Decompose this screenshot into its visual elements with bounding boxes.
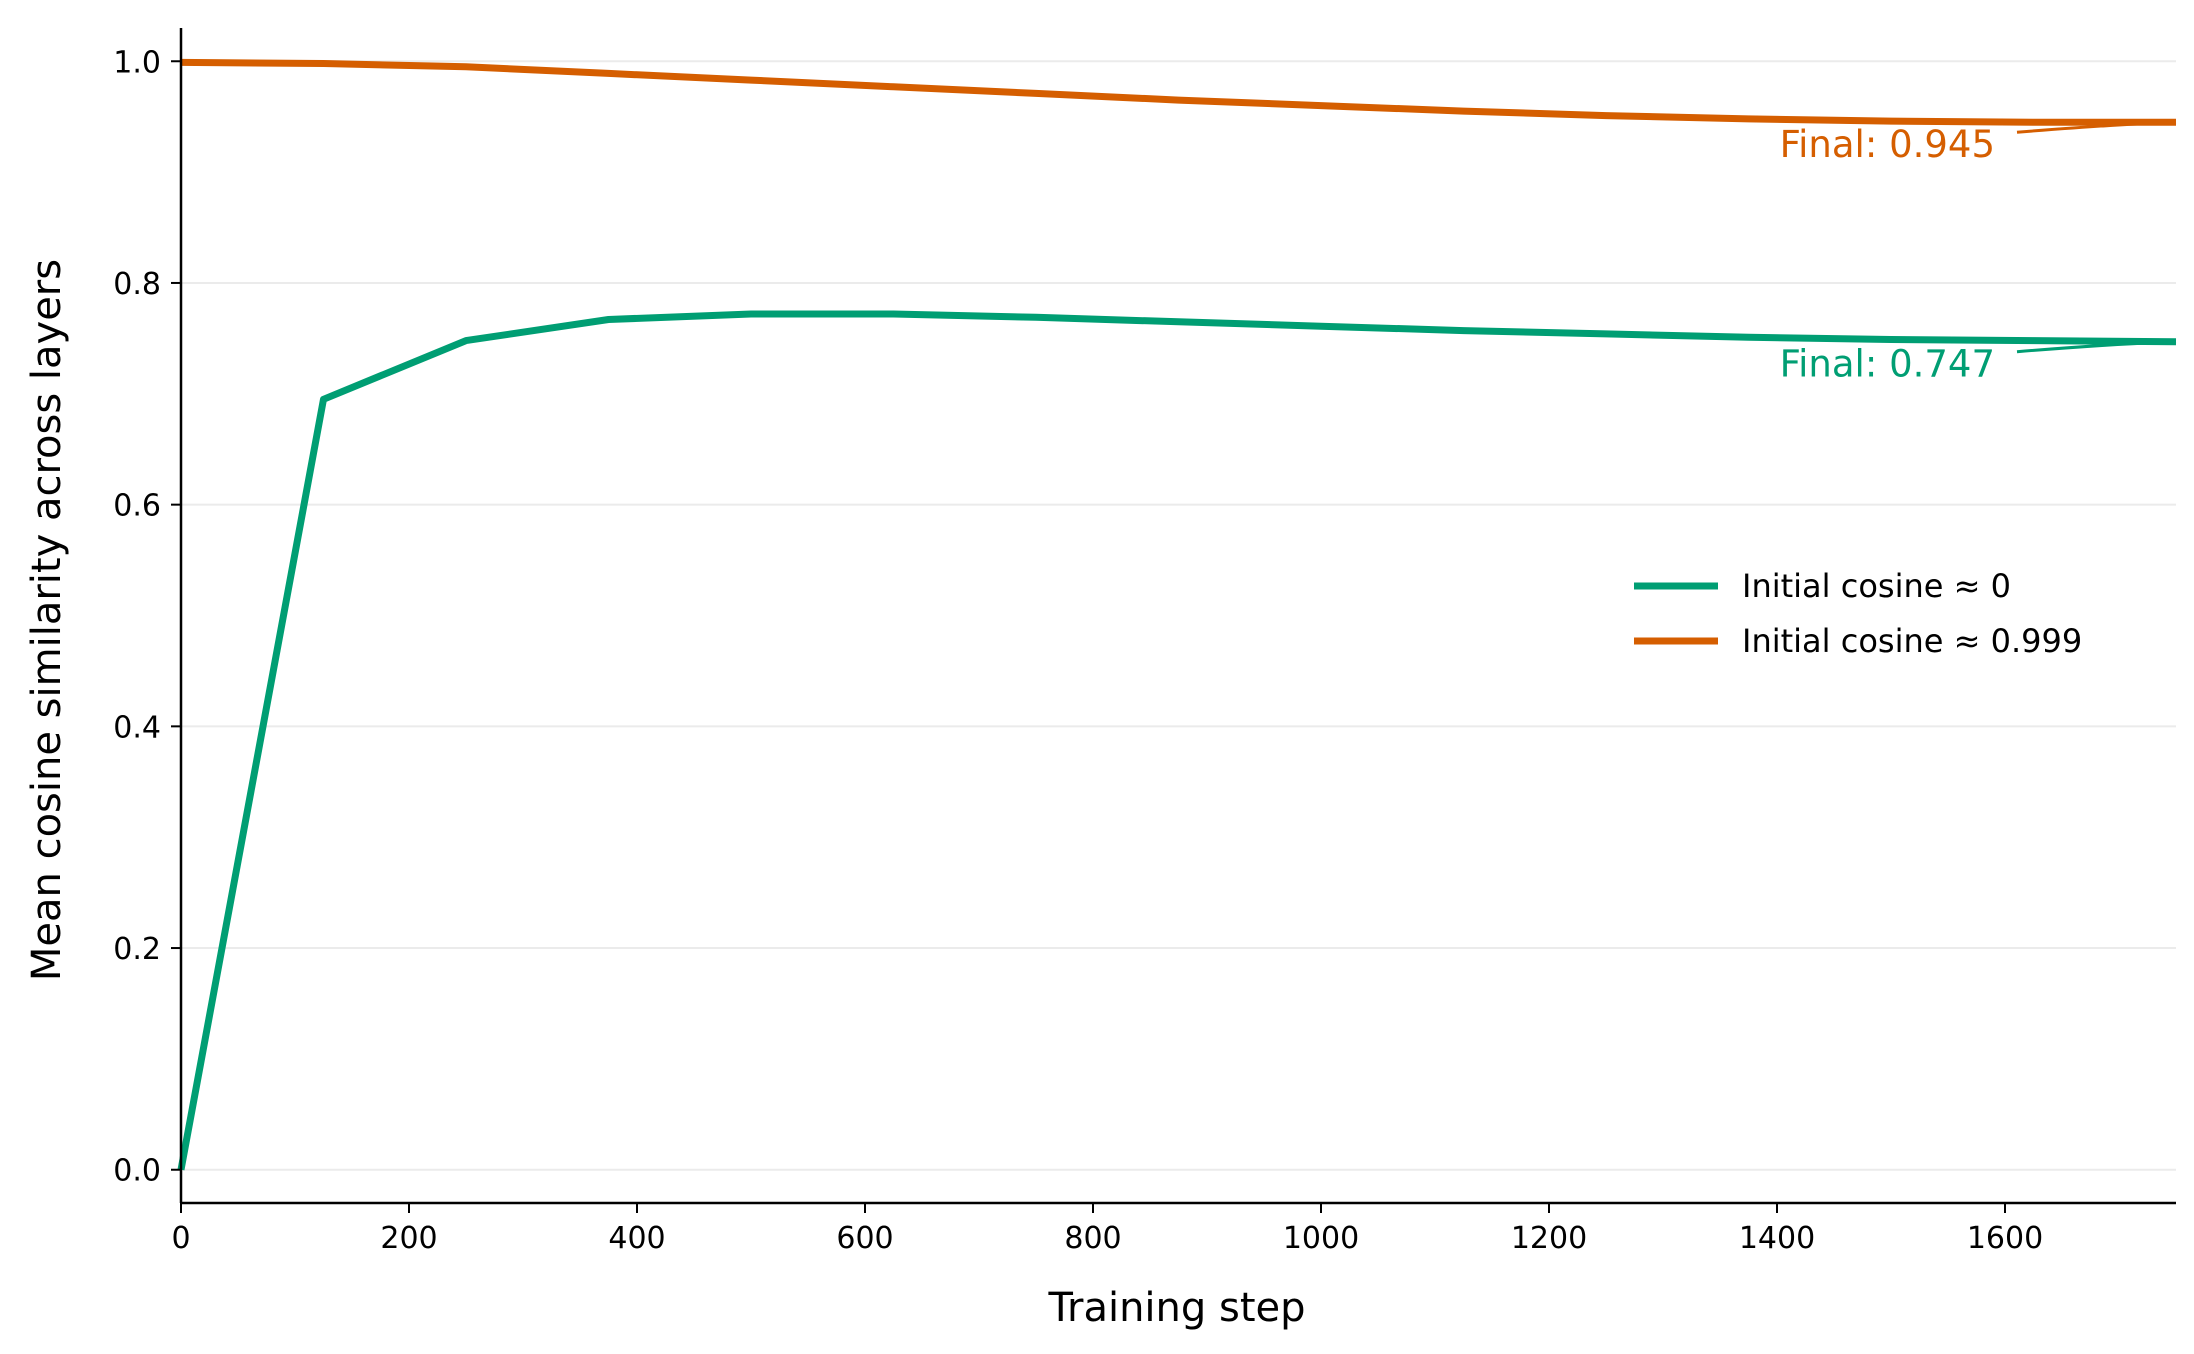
legend: Initial cosine ≈ 0 Initial cosine ≈ 0.999	[1634, 567, 2082, 660]
x-tick-label: 1000	[1283, 1221, 1359, 1256]
x-tick-label: 1200	[1511, 1221, 1587, 1256]
annotations: Final: 0.945 Final: 0.747	[1780, 120, 2177, 386]
series-lines	[177, 58, 2177, 1171]
series-line-1	[177, 310, 2177, 1171]
y-tick-label: 0.4	[113, 710, 161, 745]
x-tick-label: 600	[836, 1221, 893, 1256]
y-tick-label: 0.6	[113, 489, 161, 524]
axes: 0.0 0.2 0.4 0.6 0.8 1.0 0 200 400 600 800 1000 1200 1…	[113, 28, 2176, 1256]
x-tick-label: 0	[171, 1221, 190, 1256]
y-axis-label: Mean cosine similarity across layers	[24, 259, 70, 981]
x-tick-label: 1600	[1967, 1221, 2043, 1256]
annotation-label: Final: 0.945	[1780, 123, 1995, 166]
x-tick-label: 400	[608, 1221, 665, 1256]
y-tick-label: 0.2	[113, 932, 161, 967]
annotation-label: Final: 0.747	[1780, 343, 1995, 386]
annotation-leader-line	[2016, 340, 2177, 354]
y-tick-label: 0.8	[113, 267, 161, 302]
legend-label-2: Initial cosine ≈ 0.999	[1742, 622, 2082, 660]
annotation-leader-line	[2016, 120, 2177, 134]
x-tick-label: 800	[1064, 1221, 1121, 1256]
x-axis-label: Training step	[1047, 1285, 1305, 1331]
grid-lines	[181, 60, 2176, 1171]
y-tick-label: 0.0	[113, 1154, 161, 1189]
x-tick-label: 200	[380, 1221, 437, 1256]
legend-label-1: Initial cosine ≈ 0	[1742, 567, 2011, 605]
y-tick-label: 1.0	[113, 45, 161, 80]
x-tick-label: 1400	[1739, 1221, 1815, 1256]
series-line-2	[180, 58, 2176, 126]
